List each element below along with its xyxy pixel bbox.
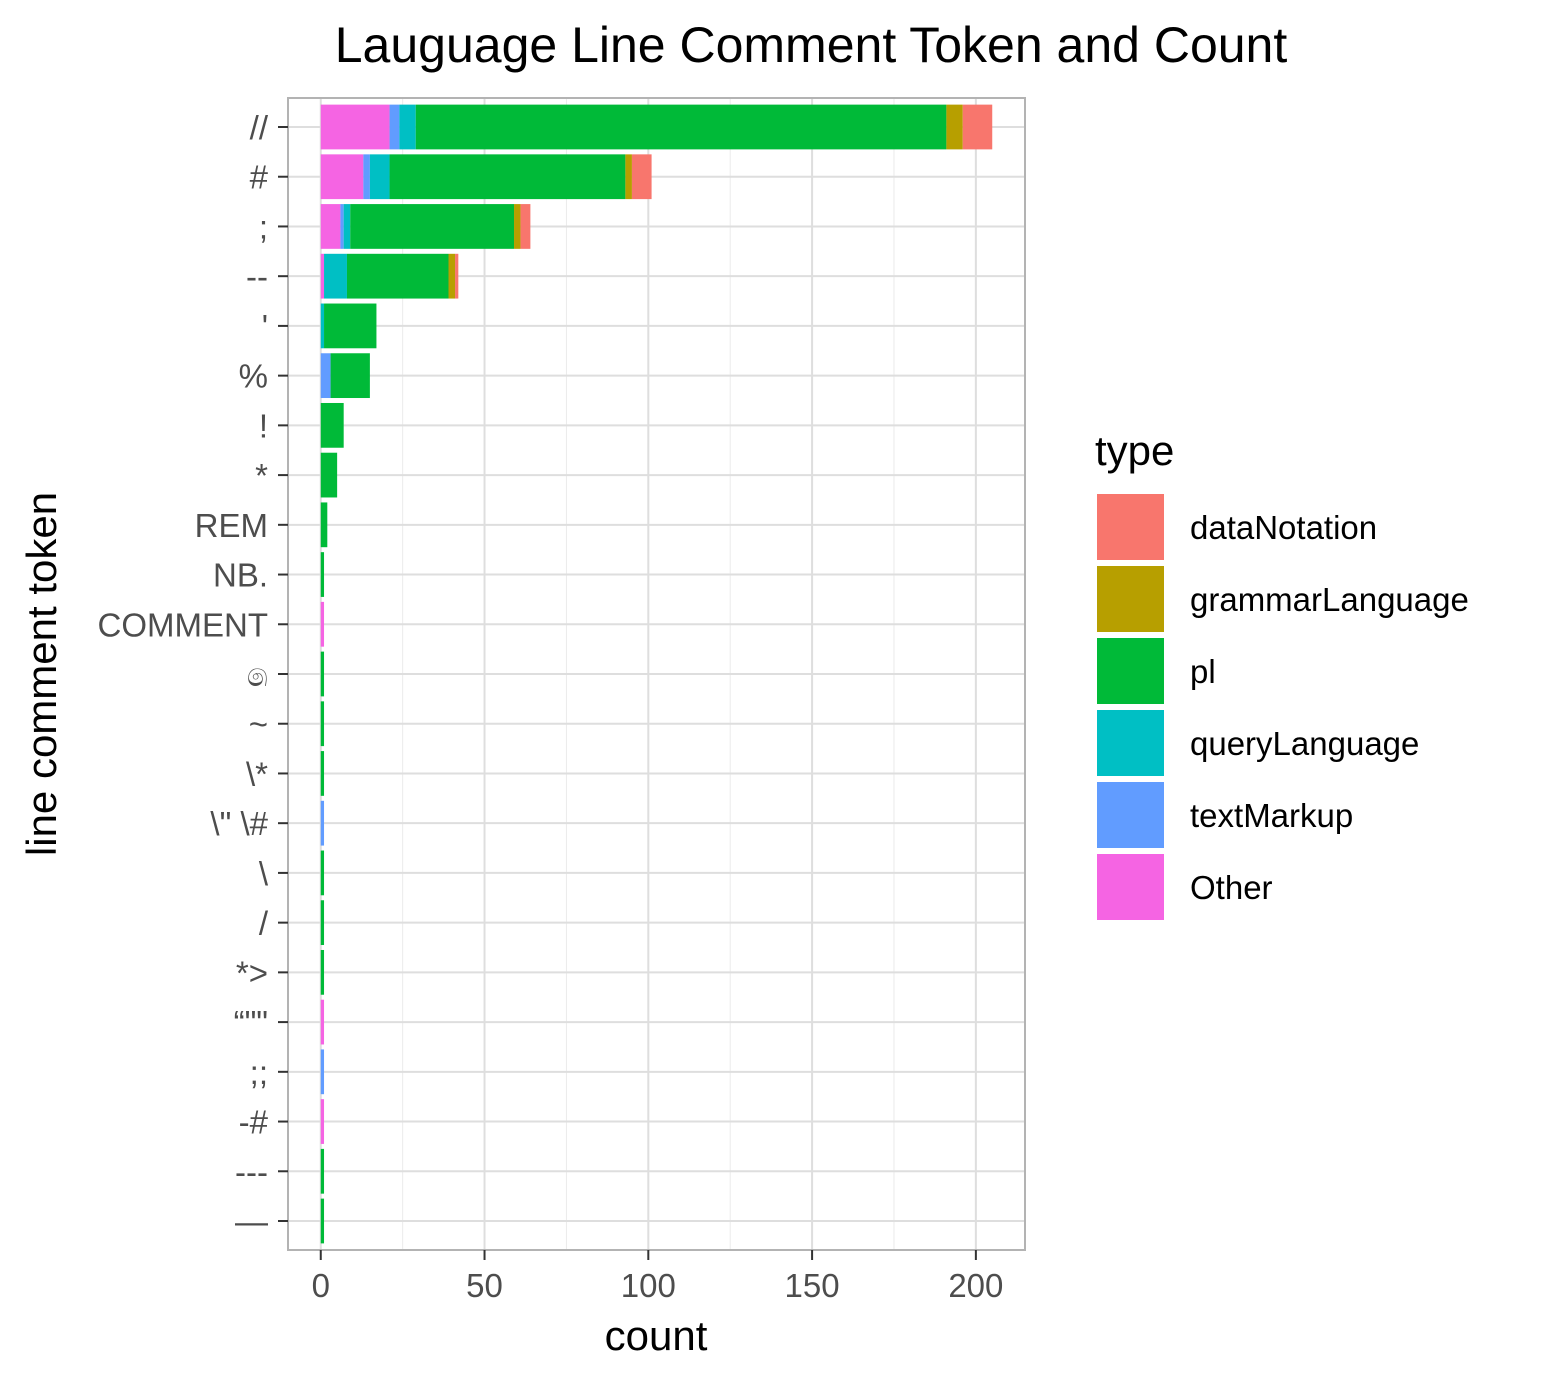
legend-key-pl — [1097, 638, 1164, 704]
bar-segment-Other-20 — [320, 1099, 325, 1144]
bar-segment-dataNotation-0 — [962, 104, 993, 150]
bar-segment-pl-8 — [320, 502, 328, 548]
bar-segment-Other-2 — [320, 204, 341, 249]
x-tick-label: 50 — [466, 1267, 503, 1304]
chart-title: Lauguage Line Comment Token and Count — [335, 17, 1288, 73]
x-axis-label: count — [605, 1312, 708, 1359]
bar-segment-textMarkup-19 — [320, 1049, 325, 1095]
bar-layer — [320, 104, 993, 1244]
y-tick-label: // — [250, 109, 269, 146]
y-tick-label: --- — [235, 1153, 268, 1190]
bar-segment-textMarkup-1 — [363, 154, 370, 200]
x-tick-label: 100 — [621, 1267, 676, 1304]
y-tick-label: ; — [259, 208, 268, 245]
bar-segment-dataNotation-1 — [631, 154, 652, 200]
bar-segment-textMarkup-2 — [340, 204, 344, 249]
bar-segment-queryLanguage-1 — [369, 154, 390, 200]
bar-segment-Other-0 — [320, 104, 390, 150]
x-tick-label: 150 — [785, 1267, 840, 1304]
y-tick-label: \" \# — [210, 805, 268, 842]
bar-segment-pl-15 — [320, 850, 325, 896]
y-tick-label: “"" — [234, 1004, 268, 1041]
bar-segment-queryLanguage-4 — [320, 303, 325, 349]
legend-label-grammarLanguage: grammarLanguage — [1190, 581, 1469, 618]
bar-segment-queryLanguage-2 — [343, 204, 351, 249]
y-tick-label: / — [259, 905, 269, 942]
bar-segment-dataNotation-3 — [455, 253, 459, 299]
bar-segment-queryLanguage-3 — [324, 253, 347, 299]
y-tick-label: NB. — [213, 557, 268, 594]
legend-title: type — [1095, 427, 1174, 474]
legend-label-dataNotation: dataNotation — [1190, 509, 1377, 546]
y-tick-label: ~ — [249, 706, 268, 743]
y-tick-label: REM — [195, 507, 268, 544]
bar-segment-pl-0 — [415, 104, 947, 150]
y-tick-label: * — [255, 457, 268, 494]
y-tick-label: ! — [259, 407, 268, 444]
bar-segment-pl-11 — [320, 651, 325, 697]
y-tick-label: \* — [246, 755, 268, 792]
bar-segment-pl-6 — [320, 402, 344, 448]
bar-segment-pl-21 — [320, 1148, 325, 1194]
bar-segment-pl-3 — [346, 253, 449, 299]
legend-key-queryLanguage — [1097, 710, 1164, 776]
legend-key-Other — [1097, 854, 1164, 920]
bar-segment-textMarkup-5 — [320, 353, 331, 399]
bar-segment-pl-13 — [320, 751, 325, 796]
bar-segment-pl-17 — [320, 949, 325, 995]
y-tick-label: \ — [259, 855, 269, 892]
legend: type dataNotation grammarLanguage pl queryL… — [1095, 427, 1469, 920]
bar-segment-pl-12 — [320, 701, 325, 747]
y-tick-label: — — [235, 1203, 268, 1240]
bar-segment-Other-18 — [320, 999, 325, 1045]
legend-label-textMarkup: textMarkup — [1190, 797, 1353, 834]
y-axis-label: line comment token — [18, 492, 65, 856]
bar-segment-grammarLanguage-1 — [625, 154, 632, 200]
bar-segment-pl-5 — [330, 353, 370, 399]
bar-segment-pl-4 — [324, 303, 377, 349]
bar-segment-queryLanguage-0 — [399, 104, 416, 150]
legend-label-Other: Other — [1190, 869, 1273, 906]
bar-segment-grammarLanguage-3 — [448, 253, 456, 299]
bar-segment-Other-3 — [320, 253, 325, 299]
bar-segment-Other-1 — [320, 154, 364, 200]
x-tick-label: 0 — [312, 1267, 330, 1304]
y-tick-label: *> — [236, 954, 268, 991]
bar-segment-pl-1 — [389, 154, 626, 200]
y-tick-label: ' — [262, 308, 268, 345]
bar-segment-pl-22 — [320, 1198, 325, 1244]
x-tick-label: 200 — [948, 1267, 1003, 1304]
y-tick-label: -# — [239, 1104, 269, 1141]
legend-key-grammarLanguage — [1097, 566, 1164, 632]
y-tick-label: ෧ — [247, 656, 268, 693]
y-tick-label: % — [239, 358, 268, 395]
legend-label-queryLanguage: queryLanguage — [1190, 725, 1419, 762]
bar-segment-pl-2 — [350, 204, 515, 249]
bar-segment-textMarkup-14 — [320, 800, 325, 846]
y-axis: // #; -- '%! * REM NB. COMMENT ෧ ~ \* \" \# \ / *> “"";… — [98, 109, 288, 1240]
bar-segment-Other-10 — [320, 601, 325, 647]
y-tick-label: # — [250, 159, 269, 196]
legend-key-textMarkup — [1097, 782, 1164, 848]
y-tick-label: ;; — [250, 1054, 268, 1091]
bar-segment-grammarLanguage-0 — [946, 104, 963, 150]
bar-segment-pl-9 — [320, 552, 325, 597]
bar-segment-dataNotation-2 — [520, 204, 531, 249]
bar-segment-textMarkup-0 — [389, 104, 400, 150]
x-axis: 0 50 100 150 200 — [312, 1250, 1003, 1304]
bar-segment-pl-16 — [320, 900, 325, 946]
y-tick-label: COMMENT — [98, 606, 268, 643]
legend-label-pl: pl — [1190, 653, 1216, 690]
bar-segment-pl-7 — [320, 452, 338, 498]
bar-segment-grammarLanguage-2 — [514, 204, 521, 249]
legend-key-dataNotation — [1097, 494, 1164, 560]
y-tick-label: -- — [246, 258, 268, 295]
